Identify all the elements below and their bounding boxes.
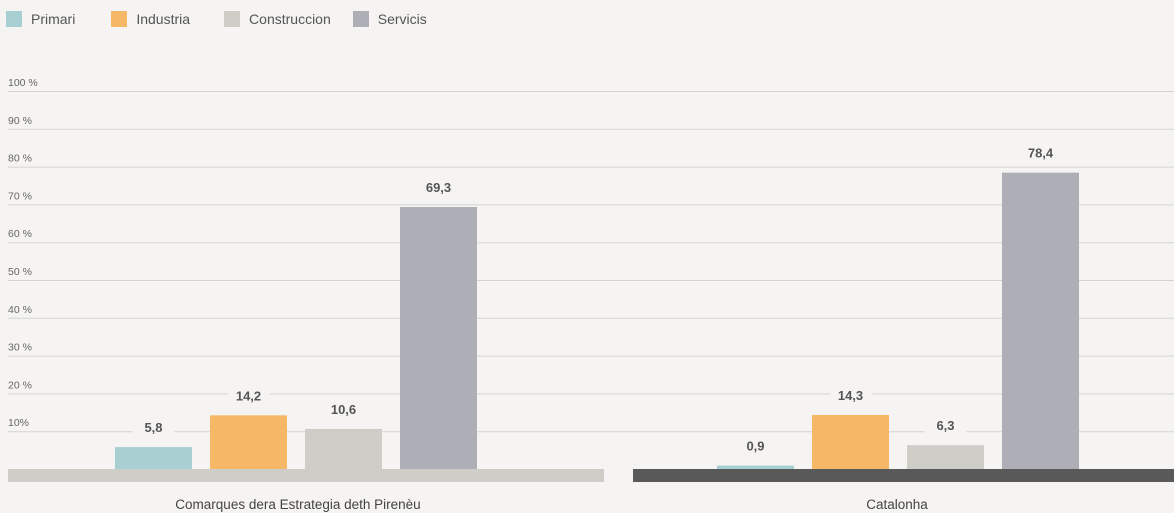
value-label: 14,2 bbox=[236, 388, 261, 403]
category-baseline bbox=[633, 469, 1174, 482]
value-label: 78,4 bbox=[1028, 146, 1054, 161]
legend-swatch bbox=[224, 11, 241, 27]
legend-swatch bbox=[111, 11, 128, 27]
category-label: Catalonha bbox=[866, 497, 928, 512]
legend-item-construccion: Construccion bbox=[224, 11, 331, 27]
bar-construccion bbox=[907, 445, 984, 469]
legend-swatch bbox=[352, 11, 369, 27]
legend-item-industria: Industria bbox=[111, 11, 190, 27]
value-label-bg bbox=[132, 419, 175, 439]
y-tick-label: 70 % bbox=[8, 190, 32, 202]
y-tick-label: 60 % bbox=[8, 228, 32, 240]
y-tick-label: 20 % bbox=[8, 379, 32, 391]
category-label: Comarques dera Estrategia deth Pirenèu bbox=[175, 497, 420, 512]
bar-servicis bbox=[1002, 172, 1079, 469]
legend-label: Construccion bbox=[249, 11, 331, 27]
category-baseline bbox=[8, 469, 604, 482]
bar-servicis bbox=[400, 207, 477, 469]
bar-industria bbox=[210, 415, 287, 469]
value-label: 10,6 bbox=[331, 402, 356, 417]
y-tick-label: 50 % bbox=[8, 266, 32, 278]
legend-swatch bbox=[6, 11, 22, 27]
value-label: 69,3 bbox=[426, 180, 451, 195]
value-label: 6,3 bbox=[936, 418, 954, 433]
legend: Primari Industria Construccion Servicis bbox=[6, 11, 427, 27]
legend-item-servicis: Servicis bbox=[352, 11, 427, 27]
value-label-bg bbox=[924, 417, 967, 437]
value-label-bg bbox=[1019, 144, 1062, 164]
y-tick-label: 90 % bbox=[8, 115, 32, 127]
value-label: 5,8 bbox=[144, 420, 162, 435]
value-label-bg bbox=[417, 179, 460, 199]
bar-construccion bbox=[305, 428, 382, 469]
bar-primari bbox=[717, 465, 794, 469]
legend-label: Servicis bbox=[377, 11, 427, 27]
value-label: 14,3 bbox=[838, 388, 863, 403]
value-label-bg bbox=[322, 400, 365, 420]
bar-industria bbox=[812, 414, 889, 469]
value-label-bg bbox=[227, 387, 270, 407]
legend-label: Industria bbox=[136, 11, 191, 27]
y-tick-label: 30 % bbox=[8, 342, 32, 354]
y-tick-label: 10% bbox=[8, 417, 29, 429]
legend-item-primari: Primari bbox=[6, 11, 75, 27]
value-label: 0,9 bbox=[746, 439, 764, 454]
y-tick-label: 100 % bbox=[8, 77, 38, 89]
bar-primari bbox=[115, 447, 192, 469]
y-tick-label: 80 % bbox=[8, 153, 32, 165]
legend-label: Primari bbox=[31, 11, 76, 27]
value-label-bg bbox=[829, 386, 872, 406]
y-tick-label: 40 % bbox=[8, 304, 32, 316]
value-label-bg bbox=[734, 437, 777, 457]
